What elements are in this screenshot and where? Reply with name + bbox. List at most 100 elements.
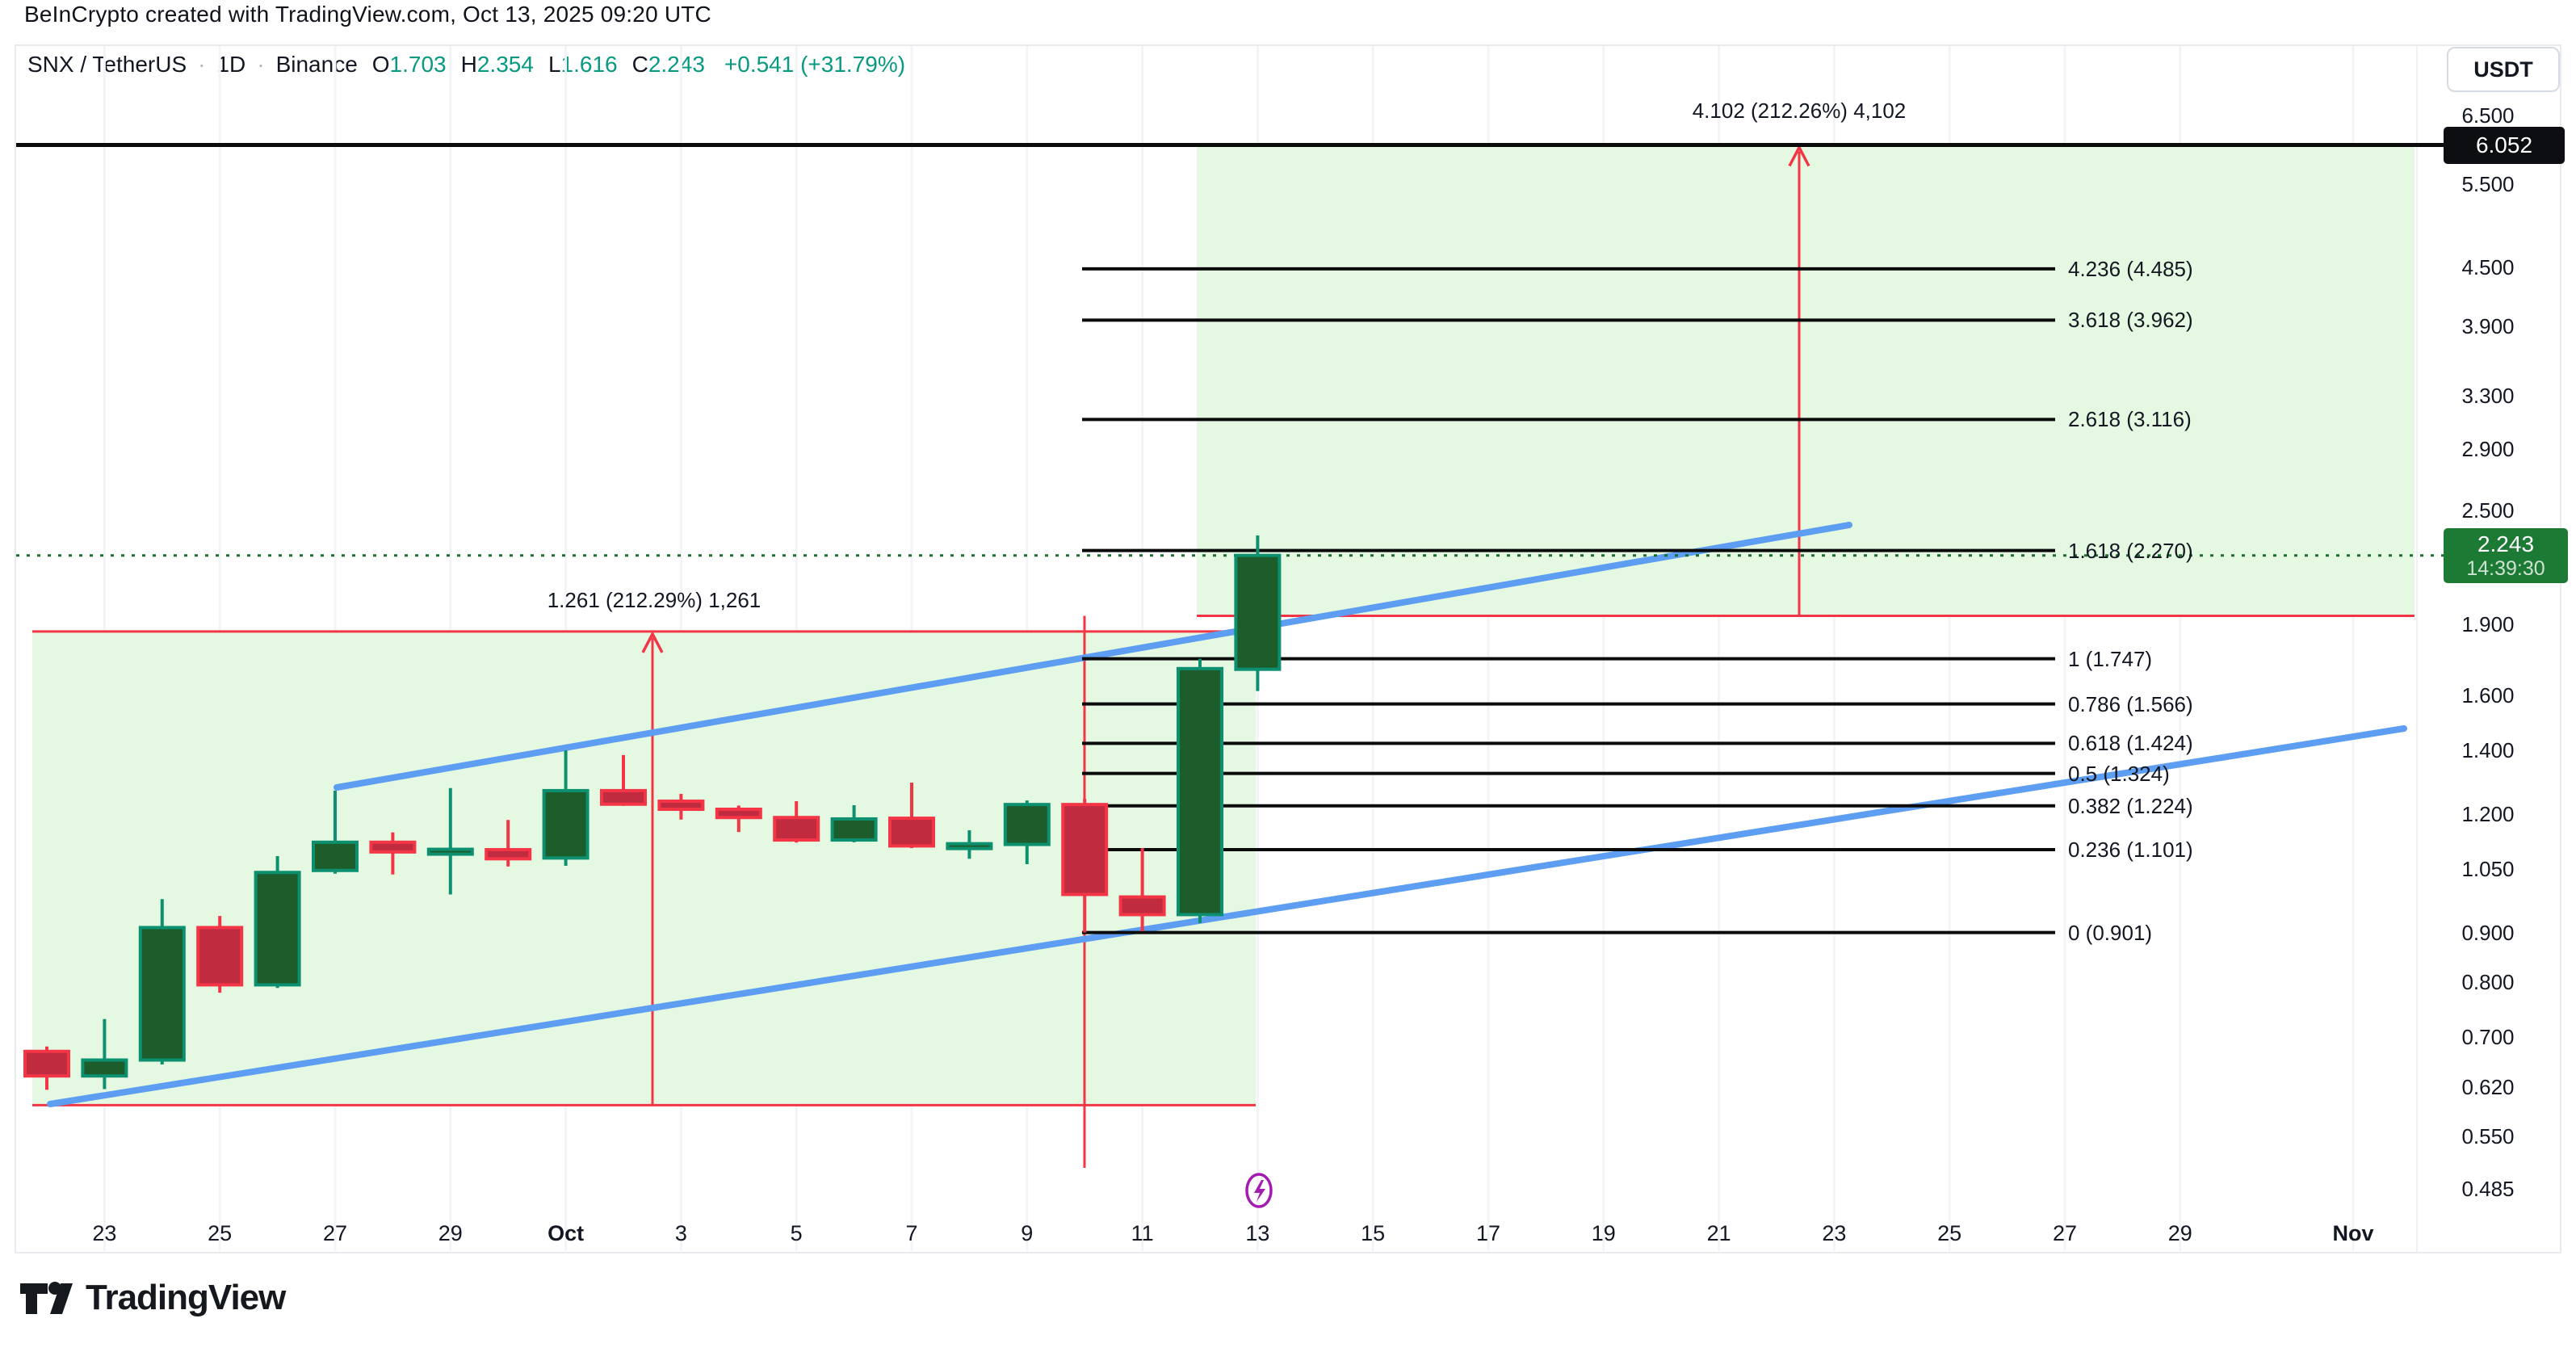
price-tick-label: 1.600 [2461, 682, 2515, 707]
candle-Sep-29[interactable] [426, 847, 474, 856]
time-tick-label: 9 [1021, 1221, 1034, 1245]
trendline[interactable] [47, 725, 2407, 1107]
price-tick-label: 5.500 [2461, 172, 2515, 197]
time-tick-label: Oct [548, 1221, 585, 1245]
candle-Oct-6[interactable] [830, 817, 878, 842]
candle-Sep-24[interactable] [138, 926, 186, 1062]
candle-Oct-1[interactable] [542, 788, 589, 860]
price-tick-label: 6.500 [2461, 103, 2515, 128]
candle-Sep-28[interactable] [369, 840, 417, 854]
candle-Sep-27[interactable] [312, 840, 359, 872]
lightning-event-icon[interactable] [1241, 1171, 1277, 1210]
time-tick-label: 17 [1475, 1221, 1501, 1245]
price-change: +0.541 (+31.79%) [724, 52, 906, 77]
price-tick-label: 0.900 [2461, 921, 2515, 946]
price-tick-label: 4.500 [2461, 255, 2515, 280]
fib-level-label: 0.786 (1.566) [2068, 691, 2193, 716]
candle-Sep-30[interactable] [485, 848, 532, 861]
fib-level-label: 0.618 (1.424) [2068, 731, 2193, 756]
time-tick-label: 5 [790, 1221, 803, 1245]
price-tick-label: 0.800 [2461, 969, 2515, 994]
currency-toggle-button[interactable]: USDT [2447, 47, 2560, 92]
price-tick-label: 0.620 [2461, 1075, 2515, 1100]
attribution-title: BeInCrypto created with TradingView.com,… [24, 2, 711, 27]
time-tick-label: 23 [1822, 1221, 1847, 1245]
candle-Sep-26[interactable] [254, 871, 301, 987]
time-tick-label: 19 [1591, 1221, 1616, 1245]
last-price-value: 2.243 [2477, 531, 2535, 556]
fib-level-label: 0.236 (1.101) [2068, 838, 2193, 863]
exchange[interactable]: Binance [275, 52, 358, 77]
time-tick-label: 15 [1361, 1221, 1386, 1245]
tradingview-logo[interactable]: TradingView [19, 1278, 286, 1318]
time-tick-label: 3 [674, 1221, 687, 1245]
candle-Oct-3[interactable] [657, 799, 705, 812]
price-tick-label: 1.400 [2461, 738, 2515, 763]
fib-level-label: 0 (0.901) [2068, 920, 2153, 945]
time-tick-label: 23 [92, 1221, 117, 1245]
fib-level-label: 1.618 (2.270) [2068, 538, 2193, 563]
price-tick-label: 1.900 [2461, 611, 2515, 636]
time-tick-label: 25 [1937, 1221, 1962, 1245]
tradingview-logo-text: TradingView [86, 1278, 286, 1317]
price-badge-extension-level: 6.052 [2444, 126, 2565, 164]
time-tick-label: Nov [2332, 1221, 2374, 1245]
interval[interactable]: 1D [216, 52, 246, 77]
candle-Oct-7[interactable] [888, 817, 935, 848]
symbol-name[interactable]: SNX / TetherUS [27, 52, 187, 77]
ohlc-low: L1.616 [548, 52, 618, 77]
fib-level-label: 0.5 (1.324) [2068, 761, 2170, 786]
candle-Oct-5[interactable] [773, 816, 820, 842]
candle-Oct-4[interactable] [715, 808, 762, 820]
fib-extension-top-annotation: 4.102 (212.26%) 4,102 [1692, 99, 1907, 123]
price-tick-label: 1.050 [2461, 857, 2515, 882]
arrowhead-up-icon [1788, 144, 1810, 167]
candle-Oct-12[interactable] [1177, 666, 1223, 917]
ohlc-high: H2.354 [460, 52, 534, 77]
candle-Sep-22[interactable] [23, 1049, 70, 1078]
projection-box-right[interactable] [1197, 145, 2414, 616]
time-tick-label: 13 [1245, 1221, 1270, 1245]
trendline[interactable] [334, 522, 1852, 791]
candle-Oct-9[interactable] [1003, 803, 1051, 846]
price-tick-label: 2.900 [2461, 437, 2515, 462]
projection-box-left[interactable] [32, 631, 1256, 1106]
candle-Oct-8[interactable] [946, 842, 993, 850]
fib-level-label: 2.618 (3.116) [2068, 407, 2192, 432]
price-tick-label: 2.500 [2461, 498, 2515, 523]
separator: · [257, 52, 265, 77]
ohlc-close: C2.243 [631, 52, 705, 77]
symbol-toolbar: SNX / TetherUS · 1D · Binance O1.703 H2.… [27, 52, 905, 78]
price-tick-label: 0.550 [2461, 1124, 2515, 1149]
candle-Oct-11[interactable] [1118, 895, 1166, 917]
candle-Oct-2[interactable] [600, 788, 647, 806]
fib-extension-left-annotation: 1.261 (212.29%) 1,261 [547, 588, 761, 612]
price-tick-label: 0.700 [2461, 1024, 2515, 1049]
bar-countdown: 14:39:30 [2466, 556, 2545, 580]
price-axis-separator [2416, 46, 2418, 1252]
ohlc-open: O1.703 [371, 52, 447, 77]
time-tick-label: 27 [2052, 1221, 2078, 1245]
price-tick-label: 3.300 [2461, 384, 2515, 408]
price-tick-label: 0.485 [2461, 1176, 2515, 1201]
price-badge-last-price: 2.243 14:39:30 [2444, 527, 2568, 583]
arrowhead-up-icon [641, 631, 664, 653]
candle-Sep-25[interactable] [196, 926, 244, 987]
tradingview-logo-mark [20, 1282, 73, 1314]
time-tick-label: 29 [2167, 1221, 2192, 1245]
price-tick-label: 3.900 [2461, 314, 2515, 339]
time-tick-label: 7 [905, 1221, 918, 1245]
time-tick-label: 21 [1706, 1221, 1731, 1245]
price-tick-label: 1.200 [2461, 801, 2515, 826]
time-tick-label: 29 [438, 1221, 463, 1245]
fib-level-label: 4.236 (4.485) [2068, 256, 2193, 281]
candle-Sep-23[interactable] [81, 1058, 128, 1078]
time-tick-label: 25 [208, 1221, 233, 1245]
fib-level-label: 1 (1.747) [2068, 646, 2153, 671]
time-tick-label: 27 [322, 1221, 348, 1245]
candle-Oct-13[interactable] [1234, 553, 1282, 671]
candle-Oct-10[interactable] [1061, 803, 1109, 896]
separator: · [198, 52, 206, 77]
